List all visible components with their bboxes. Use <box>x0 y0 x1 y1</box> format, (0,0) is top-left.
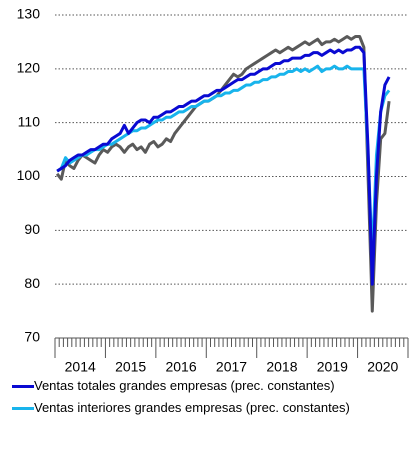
x-tick-label: 2019 <box>317 359 348 375</box>
y-tick-label: 90 <box>24 221 40 237</box>
legend: Ventas totales grandes empresas (prec. c… <box>12 378 407 422</box>
chart: 70 80 90 100 110 120 130 2014 2015 2016 2017 2018 20… <box>17 6 409 375</box>
legend-entry: Ventas totales grandes empresas (prec. c… <box>12 378 407 394</box>
legend-entry: Ventas interiores grandes empresas (prec… <box>12 400 407 416</box>
legend-label: Ventas totales grandes empresas (prec. c… <box>34 378 335 393</box>
series-line <box>55 35 391 313</box>
legend-swatch <box>12 385 34 388</box>
y-tick-label: 120 <box>17 60 41 76</box>
x-tick-label: 2020 <box>367 359 398 375</box>
legend-swatch <box>12 407 34 410</box>
x-tick-label: 2014 <box>65 359 96 375</box>
legend-label: Ventas interiores grandes empresas (prec… <box>34 400 350 415</box>
y-tick-label: 70 <box>24 329 40 345</box>
x-tick-label: 2016 <box>165 359 196 375</box>
x-tick-label: 2018 <box>266 359 297 375</box>
series-line <box>56 64 391 259</box>
y-tick-label: 130 <box>17 6 41 22</box>
y-tick-label: 80 <box>24 275 40 291</box>
x-tick-label: 2015 <box>115 359 146 375</box>
series-line <box>56 45 391 286</box>
y-tick-label: 110 <box>18 113 41 129</box>
x-tick-label: 2017 <box>216 359 247 375</box>
y-tick-label: 100 <box>17 167 41 183</box>
